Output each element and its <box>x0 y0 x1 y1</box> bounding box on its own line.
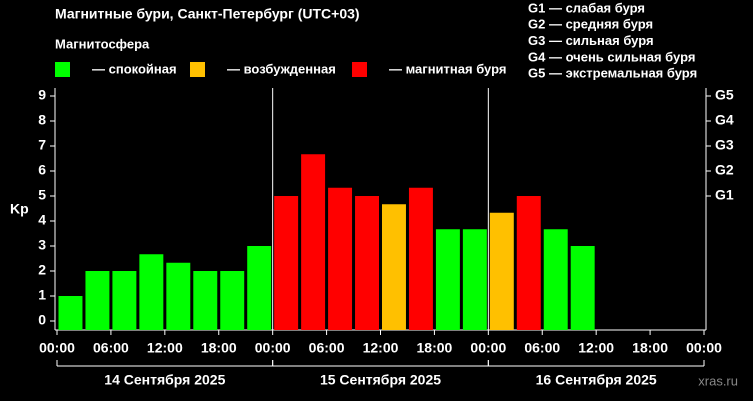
storm-level: G2 — средняя буря <box>528 17 653 32</box>
bar <box>462 229 487 330</box>
day-label: 14 Сентября 2025 <box>104 372 225 388</box>
chart-subtitle: Магнитосфера <box>55 36 150 51</box>
bar <box>516 196 541 330</box>
bar <box>274 196 299 330</box>
x-tick-label: 18:00 <box>201 340 237 356</box>
legend-label: — возбужденная <box>227 61 336 76</box>
y-tick-label: 4 <box>38 212 46 228</box>
bar <box>58 296 83 330</box>
x-tick-label: 18:00 <box>632 340 668 356</box>
y-tick-label: 3 <box>38 237 46 253</box>
y-tick-label: 2 <box>38 262 46 278</box>
bar <box>382 204 406 330</box>
x-tick-label: 00:00 <box>255 340 291 356</box>
bar <box>570 246 595 330</box>
y2-tick-label: G2 <box>715 162 734 178</box>
storm-level: G1 — слабая буря <box>528 0 645 15</box>
y2-tick-label: G4 <box>715 112 734 128</box>
watermark: xras.ru <box>698 373 738 388</box>
x-tick-label: 06:00 <box>93 340 129 356</box>
y-tick-label: 6 <box>38 162 46 178</box>
bar <box>435 229 460 330</box>
x-tick-label: 12:00 <box>147 340 183 356</box>
bar <box>112 271 137 330</box>
legend-swatch <box>190 62 205 77</box>
y2-tick-label: G5 <box>715 87 734 103</box>
x-tick-label: 00:00 <box>686 340 722 356</box>
bar <box>220 271 245 330</box>
y-axis-label: Kp <box>10 201 29 217</box>
y2-tick-label: G3 <box>715 137 734 153</box>
bar <box>328 187 353 330</box>
chart-title: Магнитные бури, Санкт-Петербург (UTC+03) <box>55 6 360 22</box>
y-tick-label: 9 <box>38 87 46 103</box>
bar <box>139 254 164 330</box>
y-tick-label: 0 <box>38 312 46 328</box>
y-tick-label: 1 <box>38 287 46 303</box>
x-tick-label: 18:00 <box>417 340 453 356</box>
x-tick-label: 12:00 <box>578 340 614 356</box>
day-label: 16 Сентября 2025 <box>536 372 657 388</box>
x-tick-label: 00:00 <box>470 340 506 356</box>
y-tick-label: 8 <box>38 112 46 128</box>
bar <box>489 212 514 330</box>
bar <box>193 271 218 330</box>
bar <box>543 229 568 330</box>
storm-level: G5 — экстремальная буря <box>528 66 697 81</box>
y2-tick-label: G1 <box>715 187 734 203</box>
x-tick-label: 06:00 <box>524 340 560 356</box>
legend-label: — спокойная <box>92 61 177 76</box>
x-tick-label: 06:00 <box>309 340 345 356</box>
bar <box>85 271 110 330</box>
x-tick-label: 00:00 <box>39 340 75 356</box>
bar <box>166 262 191 330</box>
bar <box>247 246 272 330</box>
bar <box>408 187 433 330</box>
storm-level: G3 — сильная буря <box>528 33 654 48</box>
day-label: 15 Сентября 2025 <box>320 372 441 388</box>
y-tick-label: 7 <box>38 137 46 153</box>
legend-swatch <box>352 62 367 77</box>
bar <box>355 196 379 330</box>
legend-swatch <box>55 62 70 77</box>
storm-level: G4 — очень сильная буря <box>528 49 695 64</box>
y-tick-label: 5 <box>38 187 46 203</box>
bar <box>301 154 326 330</box>
x-tick-label: 12:00 <box>363 340 399 356</box>
legend-label: — магнитная буря <box>389 61 506 76</box>
